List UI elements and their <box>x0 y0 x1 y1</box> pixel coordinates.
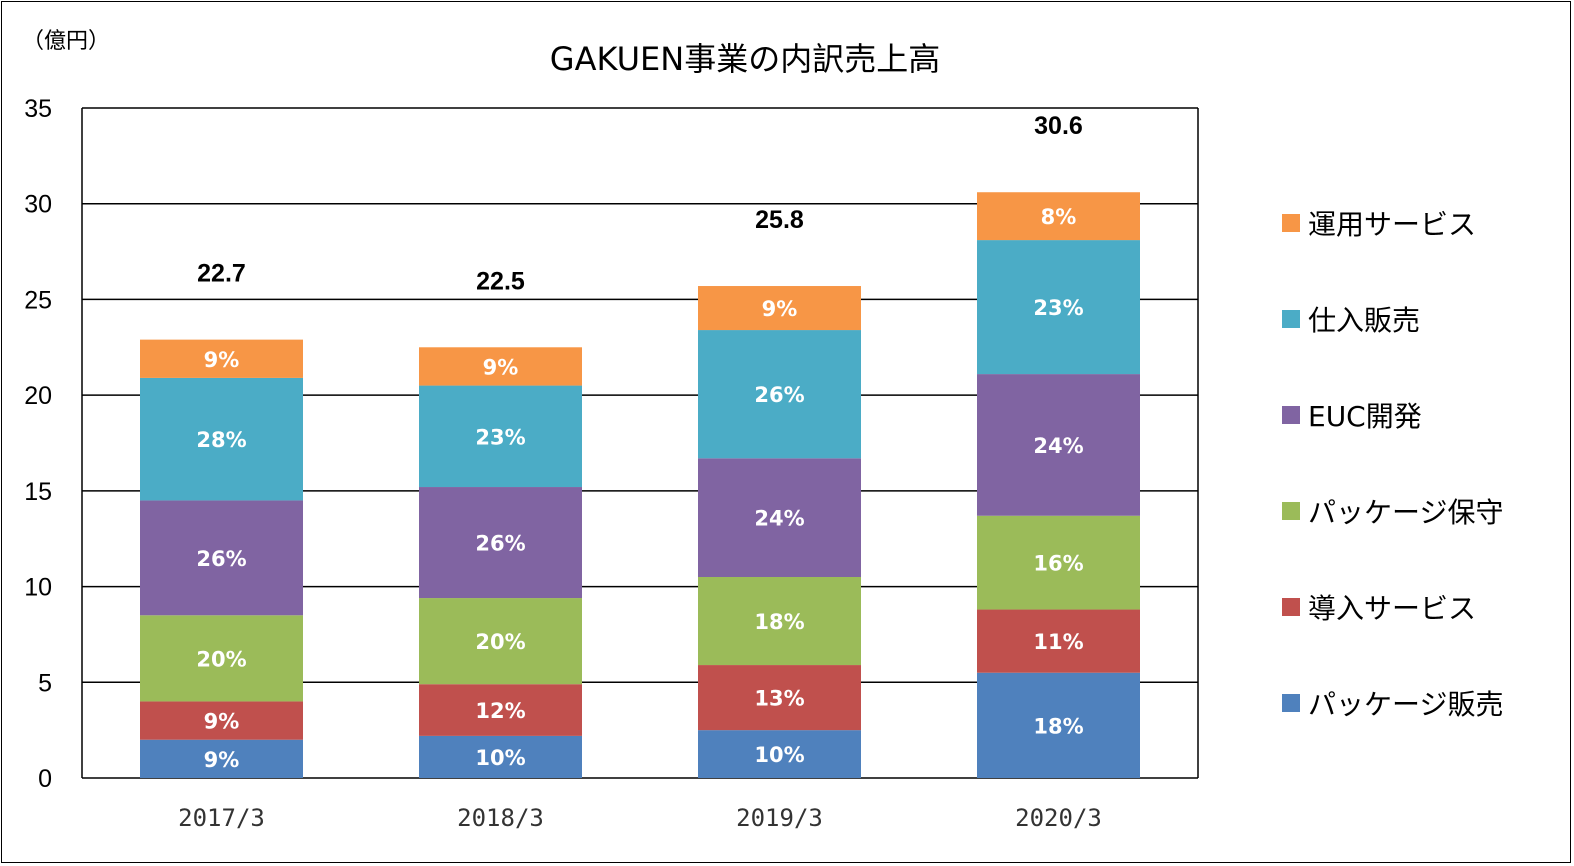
x-tick-label: 2018/3 <box>457 804 544 832</box>
segment-percent-label: 28% <box>196 428 246 452</box>
segment-percent-label: 12% <box>475 699 525 723</box>
segment-percent-label: 26% <box>475 532 525 556</box>
unit-label: （億円） <box>22 29 110 54</box>
y-tick-label: 0 <box>38 765 52 793</box>
bar-segment <box>977 672 1140 778</box>
legend-label: パッケージ保守 <box>1308 496 1503 529</box>
bar-segment <box>698 330 861 459</box>
bar-segment <box>698 577 861 666</box>
bar-segment <box>419 347 582 386</box>
y-tick-label: 20 <box>24 382 52 410</box>
segment-percent-label: 20% <box>196 647 246 671</box>
bar-segment <box>140 615 303 702</box>
segment-percent-label: 24% <box>1033 434 1083 458</box>
bar-total-label: 25.8 <box>755 206 804 234</box>
bar-segment <box>977 609 1140 673</box>
y-tick-label: 35 <box>24 95 52 123</box>
bar-segment <box>698 730 861 778</box>
chart-title: GAKUEN事業の内訳売上高 <box>550 40 940 78</box>
segment-percent-label: 8% <box>1041 205 1077 229</box>
bar-segment <box>977 374 1140 516</box>
segment-percent-label: 9% <box>204 710 240 734</box>
legend-label: パッケージ販売 <box>1308 688 1503 721</box>
bar-segment <box>140 377 303 501</box>
legend-swatch <box>1282 310 1300 328</box>
bar-total-label: 22.7 <box>197 260 246 288</box>
bar-segment <box>419 735 582 778</box>
bar-segment <box>140 339 303 378</box>
segment-percent-label: 23% <box>475 425 525 449</box>
legend-label: 運用サービス <box>1308 208 1476 241</box>
segment-percent-label: 18% <box>1033 714 1083 738</box>
bar-segment <box>140 701 303 740</box>
legend-label: 導入サービス <box>1308 592 1476 625</box>
segment-percent-label: 9% <box>483 355 519 379</box>
bar-segment <box>419 385 582 488</box>
x-tick-label: 2020/3 <box>1015 804 1102 832</box>
segment-percent-label: 10% <box>475 746 525 770</box>
legend-swatch <box>1282 406 1300 424</box>
segment-percent-label: 9% <box>204 348 240 372</box>
segment-percent-label: 24% <box>754 507 804 531</box>
bar-segment <box>698 665 861 731</box>
x-tick-label: 2017/3 <box>178 804 265 832</box>
bar-segment <box>419 598 582 685</box>
legend-label: EUC開発 <box>1308 400 1422 433</box>
segment-percent-label: 20% <box>475 630 525 654</box>
bar-segment <box>698 458 861 577</box>
y-tick-label: 30 <box>24 191 52 219</box>
legend-label: 仕入販売 <box>1308 304 1420 337</box>
segment-percent-label: 18% <box>754 610 804 634</box>
legend-swatch <box>1282 694 1300 712</box>
bar-segment <box>140 739 303 778</box>
bar-segment <box>977 515 1140 610</box>
segment-percent-label: 16% <box>1033 552 1083 576</box>
bar-segment <box>977 240 1140 375</box>
bar-segment <box>419 487 582 599</box>
legend-swatch <box>1282 598 1300 616</box>
bar-segment <box>698 286 861 331</box>
segment-percent-label: 23% <box>1033 296 1083 320</box>
bar-total-label: 30.6 <box>1034 112 1083 140</box>
y-tick-label: 15 <box>24 478 52 506</box>
segment-percent-label: 9% <box>204 748 240 772</box>
bar-segment <box>977 192 1140 241</box>
y-tick-label: 5 <box>38 669 52 697</box>
legend-swatch <box>1282 502 1300 520</box>
x-tick-label: 2019/3 <box>736 804 823 832</box>
legend-swatch <box>1282 214 1300 232</box>
y-tick-label: 10 <box>24 574 52 602</box>
segment-percent-label: 9% <box>762 297 798 321</box>
bar-segment <box>140 500 303 616</box>
y-tick-label: 25 <box>24 286 52 314</box>
segment-percent-label: 11% <box>1033 630 1083 654</box>
segment-percent-label: 26% <box>754 383 804 407</box>
bar-total-label: 22.5 <box>476 267 525 295</box>
segment-percent-label: 10% <box>754 743 804 767</box>
segment-percent-label: 13% <box>754 687 804 711</box>
segment-percent-label: 26% <box>196 547 246 571</box>
bar-segment <box>419 684 582 736</box>
